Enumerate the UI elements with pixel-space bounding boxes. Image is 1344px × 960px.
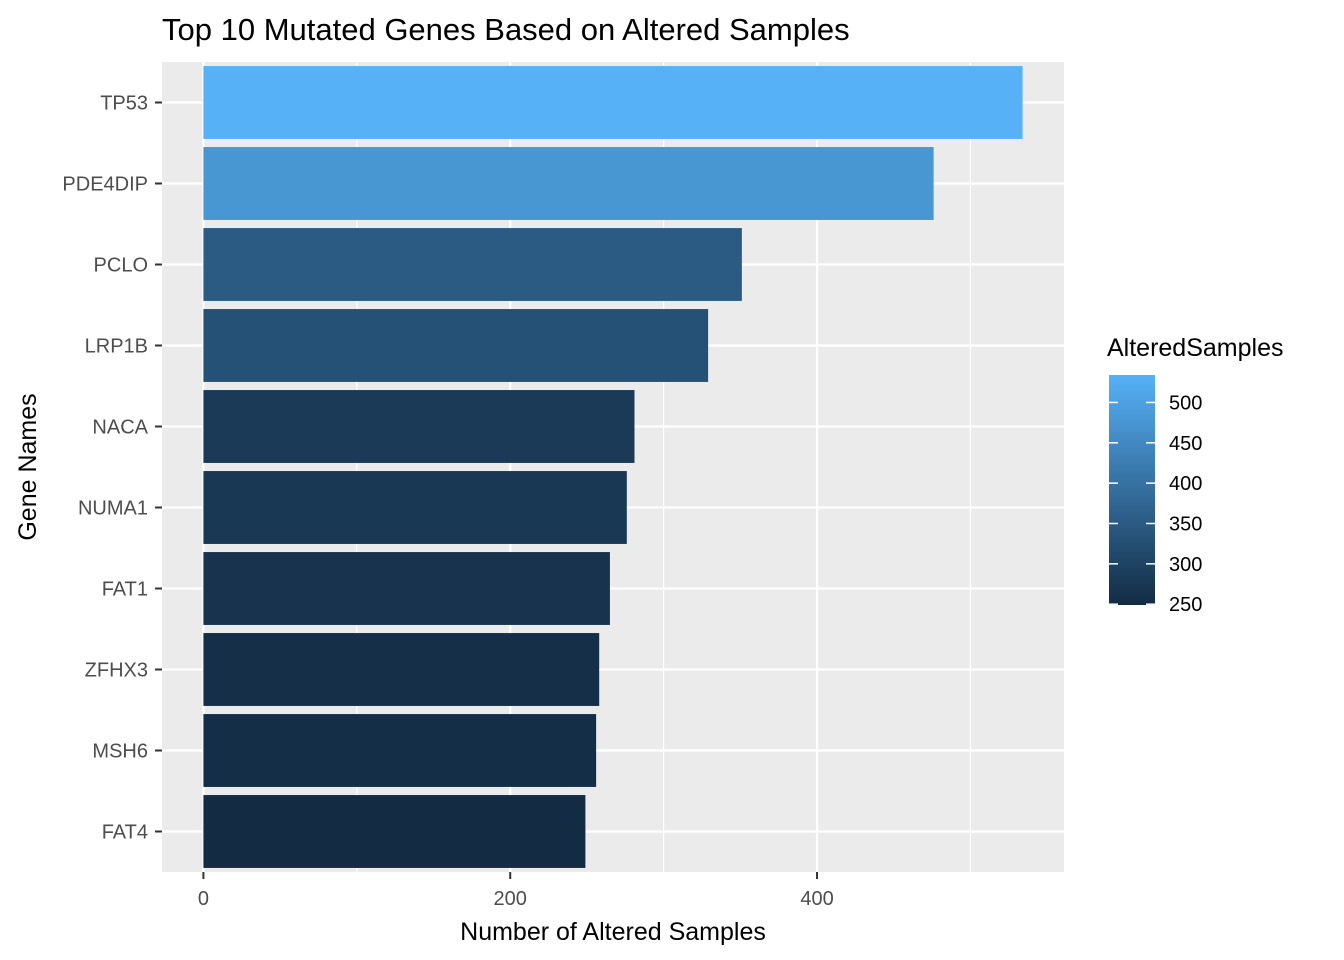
chart-title: Top 10 Mutated Genes Based on Altered Sa… [162,12,850,47]
legend-tick-label: 500 [1169,392,1202,414]
y-tick-label: ZFHX3 [85,660,148,682]
y-axis: TP53 PDE4DIP PCLO LRP1B NACA NUMA1 FAT1 ZFHX3 MS… [62,93,162,844]
x-tick-label: 400 [800,888,833,910]
x-tick-label: 200 [494,888,527,910]
legend-tick-label: 350 [1169,513,1202,535]
y-tick-label: FAT4 [102,822,148,844]
y-tick-label: MSH6 [92,741,148,763]
bar-fat1 [203,552,610,625]
y-tick-label: NACA [92,417,148,439]
x-axis: 0 200 400 [198,872,834,910]
legend-colorbar [1109,375,1155,605]
legend-title: AlteredSamples [1107,334,1283,362]
bar-tp53 [203,66,1023,139]
x-axis-title: Number of Altered Samples [460,918,766,946]
y-tick-label: FAT1 [102,579,148,601]
y-tick-label: TP53 [100,93,148,115]
bar-zfhx3 [203,633,600,706]
legend-tick-label: 450 [1169,433,1202,455]
bar-lrp1b [203,309,709,382]
bar-numa1 [203,471,627,544]
bar-naca [203,390,635,463]
legend-tick-label: 250 [1169,594,1202,616]
bar-msh6 [203,714,597,787]
y-tick-label: PDE4DIP [62,174,148,196]
x-tick-label: 0 [198,888,209,910]
bars [203,66,1023,868]
y-tick-label: LRP1B [85,336,148,358]
y-axis-title: Gene Names [14,393,42,540]
legend-tick-label: 300 [1169,554,1202,576]
legend: AlteredSamples 500 450 400 350 300 250 [1107,334,1283,616]
legend-tick-label: 400 [1169,473,1202,495]
y-tick-label: PCLO [94,255,148,277]
bar-pde4dip [203,147,934,220]
legend-ticks: 500 450 400 350 300 250 [1109,392,1202,616]
y-tick-label: NUMA1 [78,498,148,520]
bar-pclo [203,228,742,301]
bar-fat4 [203,795,586,868]
